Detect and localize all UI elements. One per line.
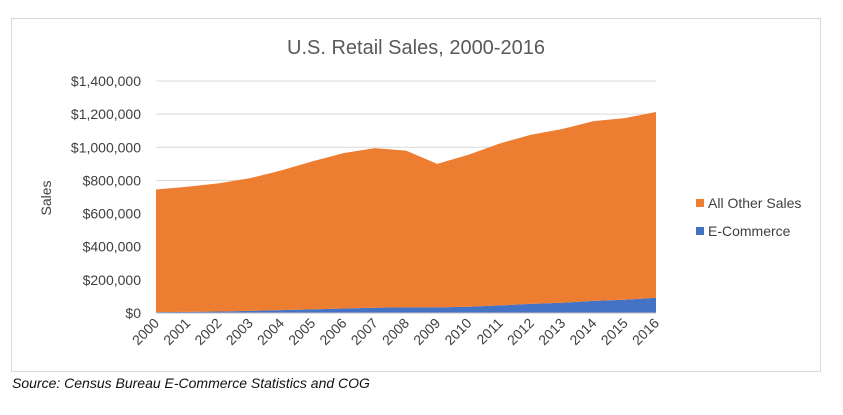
x-tick-label: 2005 [285, 315, 318, 348]
x-tick-label: 2015 [598, 315, 631, 348]
x-tick-label: 2007 [348, 315, 381, 348]
y-tick-label: $1,000,000 [71, 139, 141, 155]
y-tick-label: $600,000 [83, 206, 142, 222]
x-tick-label: 2010 [441, 315, 474, 348]
x-tick-label: 2003 [223, 315, 256, 348]
area-series-all-other-sales [156, 111, 656, 313]
legend-swatch-all-other-sales [696, 199, 704, 207]
x-tick-label: 2002 [191, 315, 224, 348]
x-tick-label: 2009 [410, 315, 443, 348]
y-axis: $0 $200,000 $400,000 $600,000 $800,000 $1,000… [71, 73, 141, 321]
x-tick-label: 2011 [473, 315, 506, 348]
x-tick-label: 2012 [504, 315, 537, 348]
y-tick-label: $400,000 [83, 239, 142, 255]
y-tick-label: $0 [125, 305, 141, 321]
legend-label-all-other-sales: All Other Sales [708, 195, 801, 211]
legend: All Other Sales E-Commerce [696, 195, 801, 239]
x-tick-label: 2008 [379, 315, 412, 348]
plot-areas [156, 111, 656, 313]
y-tick-label: $1,400,000 [71, 73, 141, 89]
x-tick-label: 2014 [566, 315, 599, 348]
legend-swatch-e-commerce [696, 227, 704, 235]
legend-label-e-commerce: E-Commerce [708, 223, 791, 239]
y-tick-label: $1,200,000 [71, 106, 141, 122]
x-tick-label: 2004 [254, 315, 287, 348]
y-tick-label: $200,000 [83, 272, 142, 288]
y-tick-label: $800,000 [83, 172, 142, 188]
x-axis: 2000200120022003200420052006200720082009… [129, 312, 662, 348]
x-tick-label: 2016 [629, 315, 662, 348]
source-note: Source: Census Bureau E-Commerce Statist… [12, 375, 370, 391]
x-tick-label: 2013 [535, 315, 568, 348]
x-tick-label: 2001 [160, 315, 193, 348]
area-series-e-commerce [156, 297, 656, 313]
chart-title: U.S. Retail Sales, 2000-2016 [287, 37, 545, 59]
x-tick-label: 2006 [316, 315, 349, 348]
y-axis-label: Sales [38, 180, 54, 215]
